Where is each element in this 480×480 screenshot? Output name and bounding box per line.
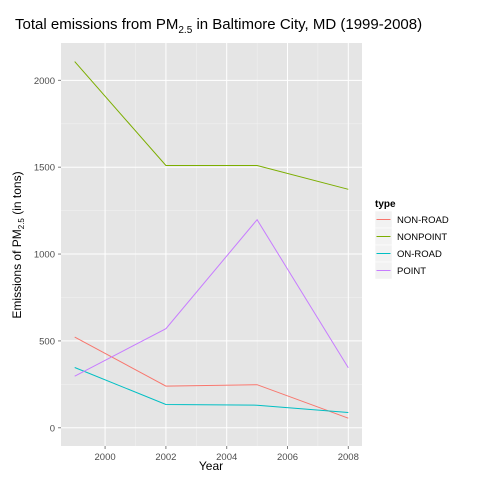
chart-title-subscript: 2.5 bbox=[178, 25, 192, 36]
x-tick-label: 2008 bbox=[338, 452, 359, 463]
chart-title-suffix: in Baltimore City, MD (1999-2008) bbox=[192, 16, 422, 33]
y-axis: 0 500 1000 1500 2000 bbox=[34, 76, 61, 434]
legend-label: POINT bbox=[397, 266, 426, 277]
legend-title: type bbox=[375, 199, 396, 210]
x-axis-label: Year bbox=[199, 459, 223, 473]
y-tick-label: 1500 bbox=[34, 163, 55, 174]
y-axis-label: Emissions of PM2.5 (in tons) bbox=[10, 171, 26, 318]
y-axis-label-prefix: Emissions of PM bbox=[10, 229, 24, 318]
y-axis-label-suffix: (in tons) bbox=[10, 171, 24, 218]
legend-label: ON-ROAD bbox=[397, 249, 442, 260]
series-line-nonpoint bbox=[74, 61, 349, 190]
plot-panel bbox=[61, 43, 362, 446]
chart-title-prefix: Total emissions from PM bbox=[15, 16, 178, 33]
x-tick-label: 2002 bbox=[155, 452, 176, 463]
series-line-point bbox=[74, 218, 349, 377]
x-tick-label: 2000 bbox=[95, 452, 116, 463]
y-tick-label: 0 bbox=[50, 423, 55, 434]
y-axis-label-subscript: 2.5 bbox=[17, 218, 26, 230]
y-tick-label: 2000 bbox=[34, 76, 55, 87]
series-line-on-road bbox=[74, 367, 349, 413]
legend: type NON-ROAD NONPOINT ON-ROAD POINT bbox=[374, 199, 449, 280]
series-line-non-road bbox=[74, 336, 349, 419]
chart-title: Total emissions from PM2.5 in Baltimore … bbox=[15, 16, 422, 36]
y-tick-label: 500 bbox=[39, 336, 55, 347]
grid-lines bbox=[61, 43, 362, 446]
y-tick-label: 1000 bbox=[34, 250, 55, 261]
x-axis: 2000 2002 2004 2006 2008 bbox=[95, 446, 359, 463]
series-lines bbox=[74, 61, 349, 419]
x-tick-label: 2004 bbox=[216, 452, 237, 463]
legend-label: NONPOINT bbox=[397, 232, 447, 243]
x-tick-label: 2006 bbox=[277, 452, 298, 463]
legend-label: NON-ROAD bbox=[397, 215, 449, 226]
